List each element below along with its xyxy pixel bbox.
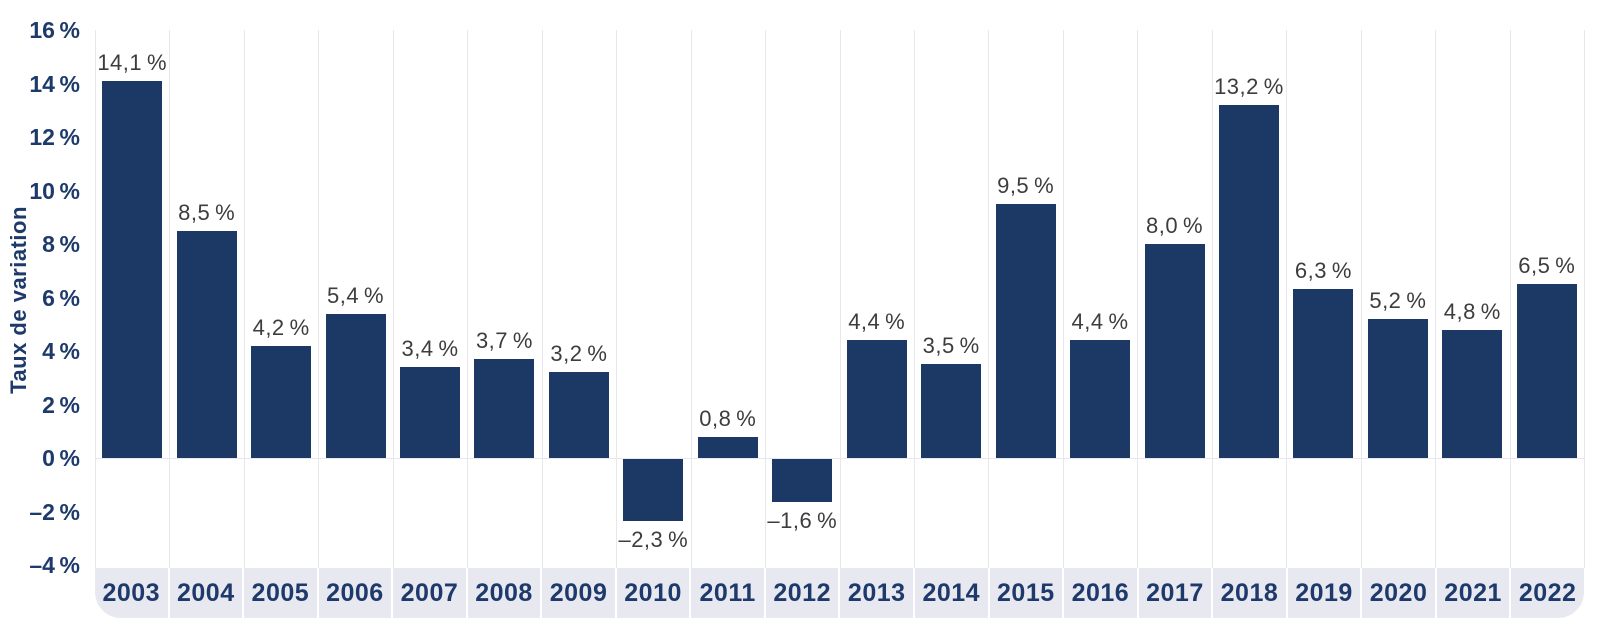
bar-2006 (325, 313, 386, 458)
gridline (318, 30, 320, 568)
year-label-2014: 2014 (913, 568, 988, 618)
bar-2016 (1070, 340, 1131, 458)
gridline (1435, 30, 1437, 568)
bar-2009 (548, 372, 609, 458)
gridline (1584, 30, 1585, 568)
y-tick-label: –2 % (29, 498, 80, 525)
gridline (1360, 30, 1362, 568)
bar-value-label: 6,3 % (1294, 258, 1352, 284)
gridline (988, 30, 990, 568)
bar-value-label: 9,5 % (997, 172, 1055, 198)
year-label-2008: 2008 (465, 568, 541, 618)
bar-2003 (102, 80, 163, 458)
y-tick-label: –4 % (29, 552, 80, 578)
gridline (467, 30, 469, 568)
bar-value-label: 4,2 % (252, 314, 310, 340)
zero-axis-line (95, 458, 1584, 459)
year-label-2003: 2003 (102, 578, 161, 607)
bar-value-label: 14,1 % (97, 49, 168, 75)
y-tick-label: 0 % (42, 445, 80, 471)
x-axis-band: 2003 2004 2005 2006 2007 2008 2009 2010 2011 2012… (95, 568, 1584, 618)
bar-2019 (1293, 289, 1354, 458)
year-label-2006: 2006 (316, 568, 392, 618)
year-label-2007: 2007 (391, 568, 466, 618)
year-label-2010: 2010 (614, 568, 690, 618)
year-label-2015: 2015 (987, 568, 1063, 618)
year-label-2012: 2012 (763, 568, 839, 618)
y-tick-label: 8 % (42, 231, 80, 257)
bar-2021 (1442, 329, 1503, 458)
bar-value-label: –2,3 % (618, 526, 689, 552)
gridline (243, 30, 245, 568)
gridline (1509, 30, 1511, 568)
y-tick-label: 2 % (42, 391, 80, 418)
year-label-2018: 2018 (1211, 568, 1286, 618)
bar-value-label: 3,4 % (401, 336, 459, 362)
bar-value-label: 8,5 % (178, 199, 236, 225)
bar-value-label: 3,2 % (550, 341, 608, 367)
bar-value-label: 8,0 % (1145, 213, 1204, 238)
bar-2017 (1144, 244, 1205, 458)
bar-2008 (474, 359, 535, 458)
gridline (690, 30, 692, 568)
year-label-2005: 2005 (242, 568, 317, 618)
year-label-2019: 2019 (1285, 568, 1361, 618)
gridline (541, 30, 543, 568)
bar-2012 (772, 459, 833, 502)
bar-2007 (400, 367, 461, 458)
gridline (392, 30, 394, 568)
bar-value-label: 4,8 % (1443, 298, 1501, 324)
bar-value-label: 5,4 % (327, 282, 385, 308)
bar-2005 (251, 345, 312, 458)
y-tick-label: 16 % (29, 17, 80, 43)
bar-2011 (697, 436, 758, 458)
gridline (765, 30, 767, 568)
year-label-2020: 2020 (1360, 568, 1435, 618)
gridline (1137, 30, 1139, 568)
gridline (839, 30, 841, 568)
gridline (1062, 30, 1064, 568)
bar-value-label: 13,2 % (1214, 73, 1284, 99)
bar-2013 (846, 340, 907, 458)
bar-value-label: –1,6 % (767, 507, 838, 533)
year-label-2017: 2017 (1136, 568, 1212, 618)
year-label-2004: 2004 (167, 568, 243, 618)
bar-value-label: 3,5 % (922, 333, 980, 359)
bar-value-label: 4,4 % (1071, 309, 1129, 335)
bar-value-label: 6,5 % (1518, 253, 1576, 279)
year-label-2009: 2009 (540, 568, 615, 618)
y-tick-label: 10 % (29, 177, 80, 204)
gridline (169, 30, 171, 568)
year-label-2016: 2016 (1062, 568, 1137, 618)
y-tick-label: 4 % (42, 338, 80, 364)
year-label-2022: 2022 (1509, 568, 1584, 618)
bar-value-label: 5,2 % (1369, 287, 1427, 313)
plot-area: 14,1 % 8,5 % 4,2 % 5,4 % 3,4 % 3,7 % 3,2 % –2,3… (95, 30, 1585, 568)
bar-2018 (1218, 104, 1279, 458)
y-tick-label: 6 % (42, 284, 80, 311)
gridline (616, 30, 618, 568)
bar-2014 (921, 364, 982, 458)
gridline (913, 30, 915, 568)
bar-2020 (1367, 318, 1428, 458)
bar-2015 (995, 203, 1056, 458)
bar-2022 (1516, 284, 1577, 458)
bar-2010 (623, 459, 684, 521)
gridline (1286, 30, 1288, 568)
year-label-2013: 2013 (838, 568, 913, 618)
gridline (95, 30, 96, 568)
bar-2004 (176, 230, 237, 458)
year-label-2011: 2011 (689, 568, 764, 618)
year-label-2021: 2021 (1434, 568, 1510, 618)
gridline (1211, 30, 1213, 568)
bar-value-label: 0,8 % (699, 405, 757, 431)
y-tick-label: 14 % (29, 70, 80, 97)
y-tick-label: 12 % (29, 124, 80, 150)
bar-value-label: 4,4 % (848, 309, 906, 335)
bar-value-label: 3,7 % (475, 328, 533, 354)
